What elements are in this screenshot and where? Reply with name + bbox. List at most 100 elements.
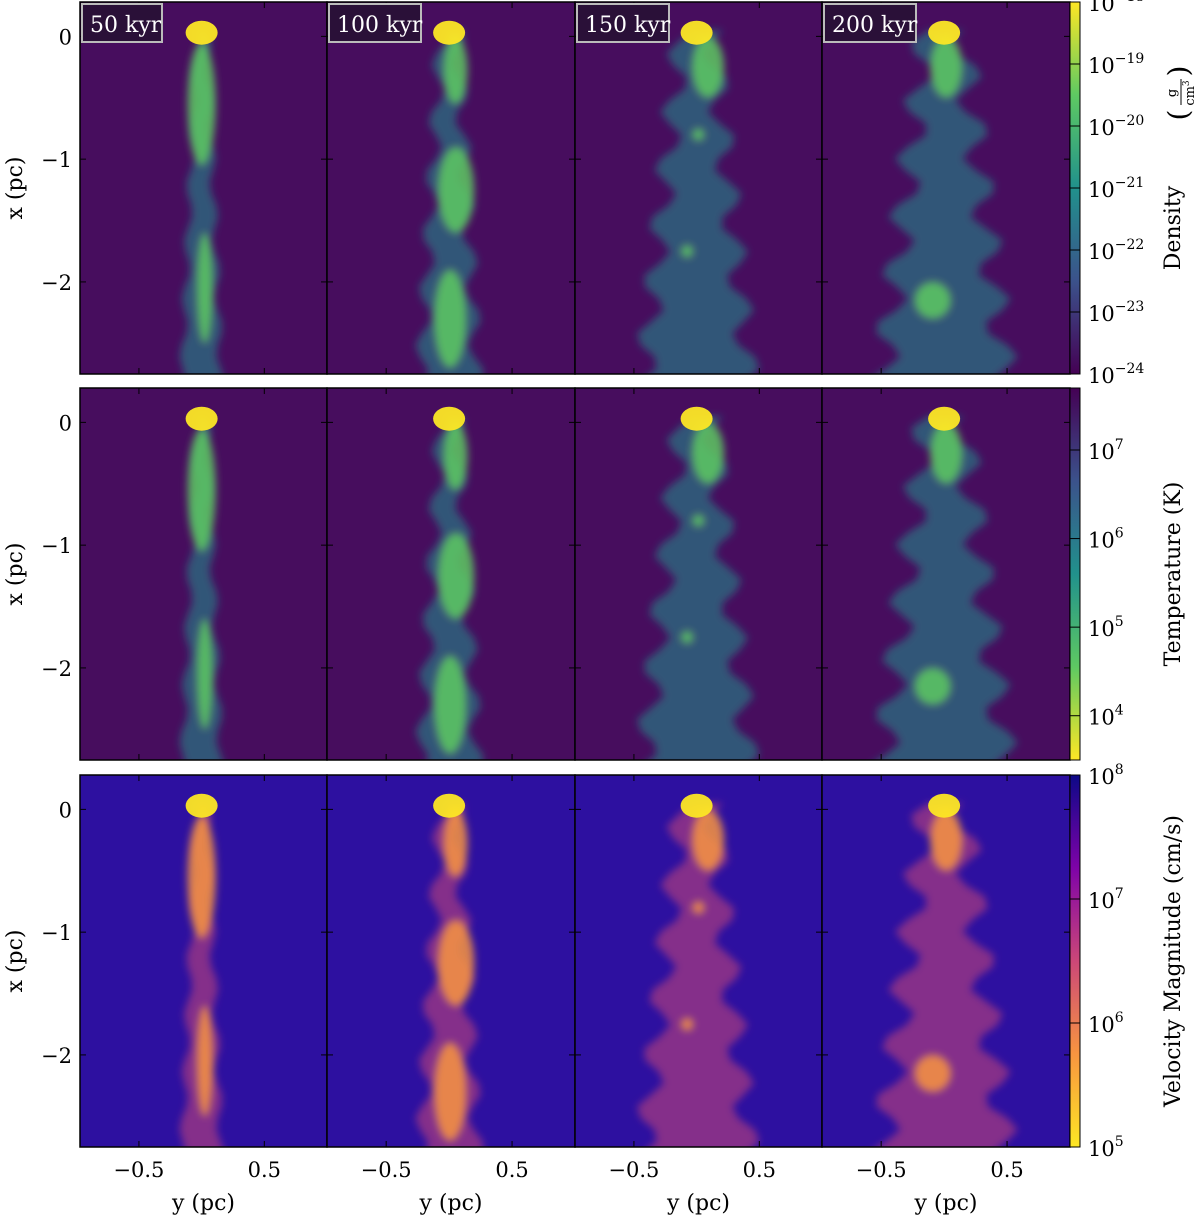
plume-head (928, 20, 961, 45)
colorbar-tick-label: 107 (1088, 437, 1124, 464)
colorbar-tick-label: 10−24 (1088, 361, 1144, 388)
panel-r1-c3 (821, 387, 1071, 761)
y-tick-label: −2 (41, 657, 72, 681)
plume (179, 416, 223, 760)
colorbar-tick-label: 106 (1088, 1010, 1124, 1037)
y-tick-label: −1 (41, 534, 72, 558)
plume-core (691, 809, 725, 871)
plume (415, 30, 483, 374)
panel-r2-c3 (821, 774, 1071, 1148)
colorbar-gradient (1069, 387, 1081, 761)
panel-r2-c1 (326, 774, 576, 1148)
colorbar-label: Temperature (K) (1161, 482, 1186, 667)
colorbar-2: 108 107 106 105 Velocity Magnitude (cm/s) (1069, 762, 1186, 1161)
panel-r2-c0 (79, 774, 328, 1148)
panel-r0-c1: 100 kyr (326, 1, 576, 375)
x-axis-label: y (pc) (666, 1191, 730, 1216)
plume-tail (637, 416, 760, 760)
y-axis-label: x (pc) (3, 930, 28, 993)
panel-r0-c3: 200 kyr (821, 1, 1071, 375)
colorbar-1: 107 106 105 104 Temperature (K) (1069, 387, 1186, 761)
plume-core (692, 901, 705, 914)
plume-core (914, 667, 951, 705)
colorbar-tick-label: 10−20 (1088, 113, 1144, 140)
colorbar-gradient (1069, 774, 1081, 1148)
unit-numerator: g (1165, 89, 1180, 97)
plume-core (692, 128, 705, 141)
plume-head (185, 406, 218, 431)
time-label-box (576, 3, 670, 43)
plume (179, 803, 223, 1147)
plume-head (680, 20, 713, 45)
colorbar-tick-label: 106 (1088, 526, 1124, 553)
time-label: 50 kyr (90, 13, 162, 38)
y-tick-label: −2 (41, 271, 72, 295)
plume-core (930, 36, 963, 98)
plume-head (433, 406, 466, 431)
unit-paren: ( (1162, 110, 1195, 121)
plume (415, 416, 483, 760)
plume (876, 803, 1018, 1147)
panel-r0-c2: 150 kyr (574, 1, 823, 375)
y-tick-label: 0 (59, 411, 72, 435)
plume-core (196, 618, 213, 730)
plume-head (928, 793, 961, 818)
colorbar-tick-label: 10−22 (1088, 237, 1144, 264)
x-tick-label: 0.5 (743, 1158, 776, 1182)
plume-head (185, 20, 218, 45)
plume-head (433, 793, 466, 818)
plume-tail (876, 803, 1018, 1147)
x-tick-label: −0.5 (113, 1158, 164, 1182)
plume-core (443, 422, 468, 490)
plume (876, 30, 1018, 374)
colorbar-tick-label: 10−19 (1088, 51, 1144, 78)
plume-core (930, 422, 963, 484)
plume-head (433, 20, 466, 45)
plume-core (196, 232, 213, 344)
plume-core (691, 422, 725, 484)
plume-tail (876, 30, 1018, 374)
plume-head (928, 406, 961, 431)
plume-core (914, 281, 951, 319)
unit-denominator: cm3 (1182, 80, 1198, 106)
panel-r1-c0 (79, 387, 328, 761)
y-tick-label: 0 (59, 798, 72, 822)
y-axis-label: x (pc) (3, 543, 28, 606)
colorbar-tick-label: 108 (1088, 762, 1124, 789)
colorbar-tick-label: 10−21 (1088, 175, 1144, 202)
colorbar-unit: ( g cm3) (1162, 66, 1198, 121)
plume-core (681, 245, 694, 258)
plume-core (187, 428, 216, 552)
plume (637, 803, 760, 1147)
time-label: 150 kyr (585, 13, 671, 38)
x-tick-label: −0.5 (856, 1158, 907, 1182)
colorbar-tick-label: 107 (1088, 886, 1124, 913)
axes-labels: 0 −1 −2 x (pc) 0 −1 −2 x (pc) 0 −1 −2 x (pc) −0.5 0.5… (3, 25, 1024, 1216)
plume-core (187, 42, 216, 166)
plume-core (437, 146, 475, 233)
panel-r2-c2 (574, 774, 823, 1148)
plume-core (434, 655, 467, 754)
plume (637, 416, 760, 760)
time-label: 200 kyr (832, 13, 918, 38)
time-label-box (823, 3, 917, 43)
y-tick-label: −2 (41, 1044, 72, 1068)
plume-tail (876, 416, 1018, 760)
plume-core (443, 809, 468, 877)
plume-tail (637, 30, 760, 374)
colorbar-label: Density (1161, 185, 1186, 270)
y-tick-label: 0 (59, 25, 72, 49)
plume-core (196, 1005, 213, 1117)
colorbar-tick-label: 104 (1088, 703, 1124, 730)
time-label-box (328, 3, 422, 43)
time-label-box (81, 3, 163, 43)
plume-core (437, 532, 475, 619)
plume-tail (637, 803, 760, 1147)
plume-core (437, 919, 475, 1006)
panel-r1-c1 (326, 387, 576, 761)
plume-head (680, 406, 713, 431)
colorbar-tick-label: 10−18 (1088, 0, 1144, 16)
unit-paren: ) (1162, 66, 1195, 77)
x-axis-label: y (pc) (419, 1191, 483, 1216)
